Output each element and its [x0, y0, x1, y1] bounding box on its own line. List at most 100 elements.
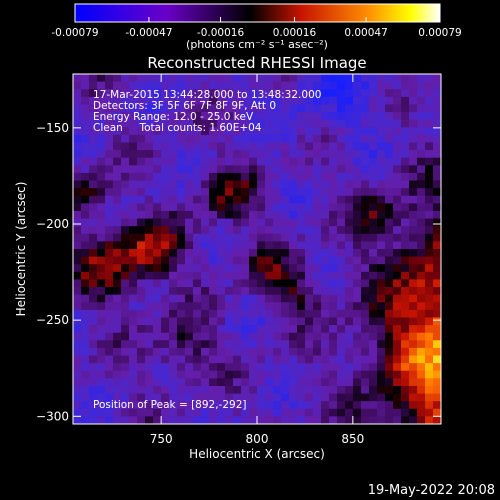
image-pixel: [201, 256, 210, 265]
image-pixel: [337, 188, 346, 197]
image-pixel: [329, 165, 338, 174]
image-pixel: [361, 378, 370, 387]
image-pixel: [121, 74, 130, 83]
image-pixel: [433, 172, 442, 181]
image-pixel: [273, 385, 282, 394]
image-pixel: [241, 119, 250, 128]
image-pixel: [73, 271, 82, 280]
image-pixel: [185, 264, 194, 273]
colorbar-bar: [74, 3, 441, 23]
image-pixel: [369, 302, 378, 311]
image-pixel: [265, 264, 274, 273]
image-pixel: [401, 226, 410, 235]
image-pixel: [257, 150, 266, 159]
image-pixel: [321, 287, 330, 296]
image-pixel: [169, 408, 178, 417]
image-pixel: [377, 104, 386, 113]
image-pixel: [73, 401, 82, 410]
image-pixel: [345, 347, 354, 356]
image-pixel: [401, 142, 410, 151]
colorbar: -0.00079 -0.00047 -0.00016 0.00016 0.00047 0.…: [51, 3, 462, 51]
image-pixel: [337, 393, 346, 402]
image-pixel: [417, 309, 426, 318]
image-pixel: [217, 355, 226, 364]
image-pixel: [233, 385, 242, 394]
image-pixel: [377, 172, 386, 181]
image-pixel: [393, 89, 402, 98]
image-pixel: [89, 401, 98, 410]
image-pixel: [129, 378, 138, 387]
image-pixel: [145, 210, 154, 219]
image-pixel: [249, 96, 258, 105]
image-pixel: [97, 385, 106, 394]
image-pixel: [297, 347, 306, 356]
image-pixel: [177, 363, 186, 372]
image-pixel: [353, 401, 362, 410]
image-pixel: [217, 271, 226, 280]
image-pixel: [385, 271, 394, 280]
image-pixel: [249, 355, 258, 364]
image-pixel: [105, 340, 114, 349]
image-pixel: [73, 81, 82, 90]
image-pixel: [297, 370, 306, 379]
image-pixel: [313, 325, 322, 334]
image-pixel: [153, 74, 162, 83]
image-pixel: [225, 271, 234, 280]
image-pixel: [129, 332, 138, 341]
image-pixel: [281, 81, 290, 90]
image-pixel: [89, 112, 98, 121]
image-pixel: [153, 150, 162, 159]
image-pixel: [81, 142, 90, 151]
image-pixel: [201, 195, 210, 204]
image-pixel: [81, 256, 90, 265]
image-pixel: [113, 302, 122, 311]
annotation-time-range: 17-Mar-2015 13:44:28.000 to 13:48:32.000: [93, 89, 321, 101]
image-pixel: [209, 104, 218, 113]
image-pixel: [97, 180, 106, 189]
image-pixel: [297, 355, 306, 364]
image-pixel: [281, 256, 290, 265]
image-pixel: [425, 233, 434, 242]
image-pixel: [281, 218, 290, 227]
image-pixel: [217, 347, 226, 356]
image-pixel: [345, 332, 354, 341]
image-pixel: [153, 393, 162, 402]
image-pixel: [329, 172, 338, 181]
image-pixel: [329, 81, 338, 90]
image-pixel: [329, 150, 338, 159]
image-pixel: [345, 172, 354, 181]
image-pixel: [145, 233, 154, 242]
image-pixel: [265, 89, 274, 98]
image-pixel: [89, 317, 98, 326]
image-pixel: [385, 309, 394, 318]
image-pixel: [209, 150, 218, 159]
image-pixel: [321, 188, 330, 197]
image-pixel: [313, 279, 322, 288]
image-pixel: [329, 96, 338, 105]
image-pixel: [185, 203, 194, 212]
image-pixel: [105, 195, 114, 204]
image-pixel: [73, 264, 82, 273]
image-pixel: [369, 172, 378, 181]
image-pixel: [201, 332, 210, 341]
image-pixel: [201, 81, 210, 90]
image-pixel: [313, 302, 322, 311]
image-pixel: [265, 127, 274, 136]
x-axis-label: Heliocentric X (arcsec): [189, 447, 325, 461]
image-pixel: [193, 340, 202, 349]
image-pixel: [313, 74, 322, 83]
image-pixel: [185, 74, 194, 83]
image-pixel: [417, 134, 426, 143]
image-pixel: [169, 378, 178, 387]
image-pixel: [209, 370, 218, 379]
image-pixel: [353, 180, 362, 189]
image-pixel: [201, 210, 210, 219]
image-pixel: [305, 127, 314, 136]
image-pixel: [201, 142, 210, 151]
image-pixel: [305, 340, 314, 349]
image-pixel: [281, 210, 290, 219]
image-pixel: [329, 142, 338, 151]
image-pixel: [193, 309, 202, 318]
image-pixel: [73, 256, 82, 265]
image-pixel: [401, 385, 410, 394]
